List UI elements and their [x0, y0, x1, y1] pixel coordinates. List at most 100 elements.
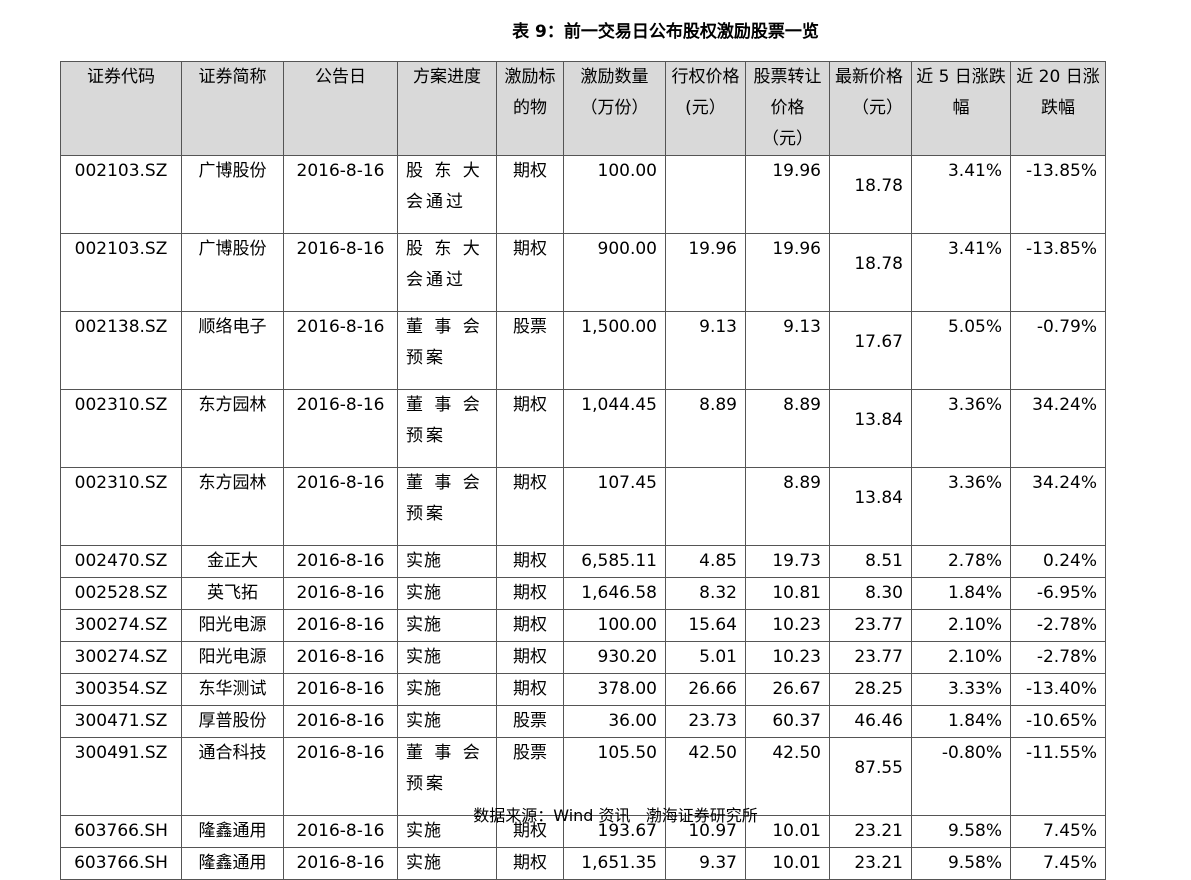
table-cell: 105.50 [563, 737, 666, 816]
table-cell: 3.36% [911, 389, 1011, 468]
table-cell: 23.77 [829, 609, 912, 642]
table-cell: -0.80% [911, 737, 1011, 816]
table-cell: 107.45 [563, 467, 666, 546]
table-cell: 7.45% [1010, 847, 1106, 880]
column-header: 公告日 [283, 61, 398, 156]
table-cell: 8.51 [829, 545, 912, 578]
column-header: 近 20 日涨跌幅 [1010, 61, 1106, 156]
table-cell: 2016-8-16 [283, 311, 398, 390]
table-cell: 期权 [496, 673, 564, 706]
table-cell: 10.01 [745, 847, 830, 880]
source-note: 数据来源：Wind 资讯 渤海证券研究所 [473, 806, 758, 825]
table-cell: 9.13 [665, 311, 746, 390]
table-cell: 18.78 [829, 233, 912, 312]
table-cell: 广博股份 [181, 155, 284, 234]
table-cell: 通合科技 [181, 737, 284, 816]
table-cell: 股票 [496, 311, 564, 390]
table-cell: 董 事 会 预案 [397, 467, 497, 546]
table-cell: 100.00 [563, 609, 666, 642]
table-cell: 董 事 会 预案 [397, 737, 497, 816]
table-cell: 300491.SZ [60, 737, 182, 816]
table-cell: 46.46 [829, 705, 912, 738]
table-cell: 23.77 [829, 641, 912, 674]
table-cell: 10.23 [745, 609, 830, 642]
table-row: 002470.SZ 金正大 2016-8-16 实施 期权 6,585.11 4.85 19.… [60, 545, 1106, 578]
table-cell: 广博股份 [181, 233, 284, 312]
table-cell: 2016-8-16 [283, 155, 398, 234]
table-cell: 隆鑫通用 [181, 847, 284, 880]
table-cell: 10.81 [745, 577, 830, 610]
table-cell: 9.13 [745, 311, 830, 390]
table-row: 002103.SZ 广博股份 2016-8-16 股 东 大 会通过 期权 900.00 1… [60, 233, 1106, 312]
table-cell: 002310.SZ [60, 467, 182, 546]
table-cell: 5.01 [665, 641, 746, 674]
table-cell: 13.84 [829, 389, 912, 468]
table-cell: 股票 [496, 705, 564, 738]
table-cell: 期权 [496, 641, 564, 674]
table-cell: 3.41% [911, 155, 1011, 234]
table-cell: 42.50 [745, 737, 830, 816]
table-cell: 7.45% [1010, 815, 1106, 848]
table-cell: 股 东 大 会通过 [397, 233, 497, 312]
table-cell: 3.33% [911, 673, 1011, 706]
table-row: 300354.SZ 东华测试 2016-8-16 实施 期权 378.00 26.66 26.… [60, 673, 1106, 706]
table-cell: 5.05% [911, 311, 1011, 390]
table-cell: 董 事 会 预案 [397, 311, 497, 390]
table-cell: 2.10% [911, 641, 1011, 674]
table-cell: 36.00 [563, 705, 666, 738]
table-cell: 实施 [397, 609, 497, 642]
table-cell: 2016-8-16 [283, 577, 398, 610]
table-cell: 15.64 [665, 609, 746, 642]
table-cell: 1,044.45 [563, 389, 666, 468]
table-cell: 23.73 [665, 705, 746, 738]
table-cell: 期权 [496, 233, 564, 312]
table-cell: 期权 [496, 577, 564, 610]
table-cell: 实施 [397, 705, 497, 738]
table-cell: 002103.SZ [60, 155, 182, 234]
table-cell: 阳光电源 [181, 609, 284, 642]
table-cell: 19.96 [665, 233, 746, 312]
table-row: 002310.SZ 东方园林 2016-8-16 董 事 会 预案 期权 1,044.45… [60, 389, 1106, 468]
table-cell: 东方园林 [181, 467, 284, 546]
table-cell: 42.50 [665, 737, 746, 816]
column-header: 行权价格(元） [665, 61, 746, 156]
table-cell: -0.79% [1010, 311, 1106, 390]
table-cell: 期权 [496, 815, 564, 848]
table-cell: 4.85 [665, 545, 746, 578]
header-row: 证券代码 证券简称 公告日 方案进度 激励标的物 激励数量（万份） 行权价格(元） 股票转让价… [60, 61, 1106, 156]
table-cell: 300471.SZ [60, 705, 182, 738]
table-cell: 0.24% [1010, 545, 1106, 578]
table-cell: 002103.SZ [60, 233, 182, 312]
column-header: 激励数量（万份） [563, 61, 666, 156]
table-cell: 英飞拓 [181, 577, 284, 610]
table-row: 300491.SZ 通合科技 2016-8-16 董 事 会 预案 股票 105.50 42… [60, 737, 1106, 816]
table-cell: 26.67 [745, 673, 830, 706]
table-cell: 实施 [397, 641, 497, 674]
table-cell: 2016-8-16 [283, 641, 398, 674]
table-cell: 期权 [496, 389, 564, 468]
table-cell: 26.66 [665, 673, 746, 706]
table-cell: 东方园林 [181, 389, 284, 468]
table-cell: 8.89 [665, 389, 746, 468]
table-cell: -2.78% [1010, 609, 1106, 642]
table-cell: 193.67 [563, 815, 666, 848]
table-cell: 2016-8-16 [283, 705, 398, 738]
column-header: 近 5 日涨跌幅 [911, 61, 1011, 156]
table-cell: 3.36% [911, 467, 1011, 546]
table-cell: -2.78% [1010, 641, 1106, 674]
table-cell: 期权 [496, 155, 564, 234]
table-cell: 19.96 [745, 155, 830, 234]
table-cell: 实施 [397, 577, 497, 610]
table-cell: 1.84% [911, 577, 1011, 610]
table-row: 002138.SZ 顺络电子 2016-8-16 董 事 会 预案 股票 1,500.00… [60, 311, 1106, 390]
table-cell: 60.37 [745, 705, 830, 738]
table-cell: 34.24% [1010, 389, 1106, 468]
table-cell: 19.96 [745, 233, 830, 312]
table-cell: 1,651.35 [563, 847, 666, 880]
table-cell: 8.89 [745, 467, 830, 546]
table-row: 603766.SH 隆鑫通用 2016-8-16 实施 期权 1,651.35 9.37 10… [60, 847, 1106, 880]
table-cell: 603766.SH [60, 815, 182, 848]
column-header: 激励标的物 [496, 61, 564, 156]
table-cell: 6,585.11 [563, 545, 666, 578]
table-cell: 002470.SZ [60, 545, 182, 578]
